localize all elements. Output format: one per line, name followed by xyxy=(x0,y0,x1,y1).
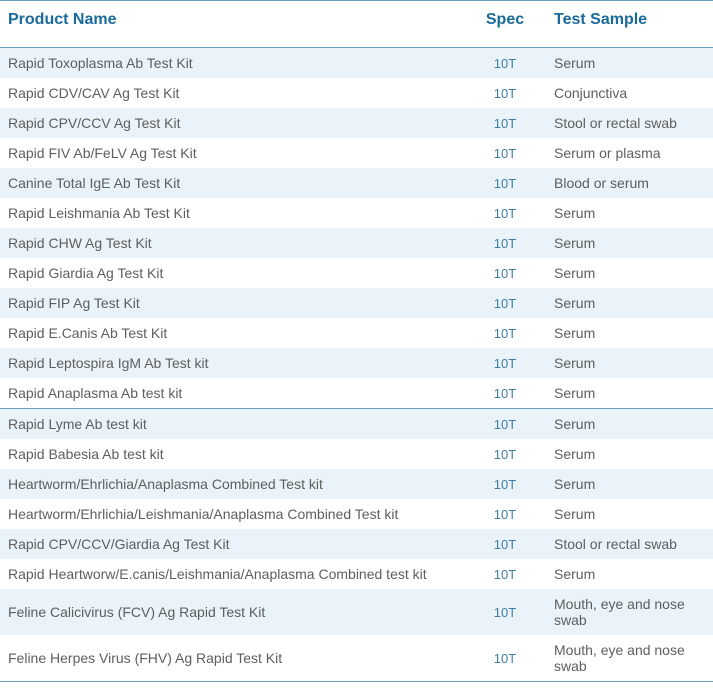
cell-product-name: Heartworm/Ehrlichia/Anaplasma Combined T… xyxy=(0,469,470,499)
table-row: Feline Herpes Virus (FHV) Ag Rapid Test … xyxy=(0,635,713,682)
cell-spec: 10T xyxy=(470,138,540,168)
cell-test-sample: Serum or plasma xyxy=(540,138,713,168)
cell-product-name: Heartworm/Ehrlichia/Leishmania/Anaplasma… xyxy=(0,499,470,529)
cell-test-sample: Serum xyxy=(540,348,713,378)
table-row: Rapid Heartworw/E.canis/Leishmania/Anapl… xyxy=(0,559,713,589)
cell-test-sample: Stool or rectal swab xyxy=(540,108,713,138)
cell-test-sample: Mouth, eye and nose swab xyxy=(540,635,713,682)
cell-test-sample: Blood or serum xyxy=(540,168,713,198)
cell-test-sample: Conjunctiva xyxy=(540,78,713,108)
cell-product-name: Rapid Toxoplasma Ab Test Kit xyxy=(0,48,470,79)
cell-spec: 10T xyxy=(470,348,540,378)
cell-spec: 10T xyxy=(470,318,540,348)
cell-product-name: Rapid FIV Ab/FeLV Ag Test Kit xyxy=(0,138,470,168)
table-row: Rapid Babesia Ab test kit10TSerum xyxy=(0,439,713,469)
table-row: Rapid CHW Ag Test Kit10TSerum xyxy=(0,228,713,258)
cell-spec: 10T xyxy=(470,258,540,288)
table-row: Rapid CDV/CAV Ag Test Kit10TConjunctiva xyxy=(0,78,713,108)
cell-product-name: Rapid E.Canis Ab Test Kit xyxy=(0,318,470,348)
cell-product-name: Rapid Giardia Ag Test Kit xyxy=(0,258,470,288)
cell-product-name: Rapid CPV/CCV Ag Test Kit xyxy=(0,108,470,138)
table-row: Rapid Giardia Ag Test Kit10TSerum xyxy=(0,258,713,288)
cell-spec: 10T xyxy=(470,589,540,635)
cell-test-sample: Serum xyxy=(540,378,713,409)
cell-test-sample: Mouth, eye and nose swab xyxy=(540,589,713,635)
cell-spec: 10T xyxy=(470,559,540,589)
cell-spec: 10T xyxy=(470,529,540,559)
table-row: Rapid Toxoplasma Ab Test Kit10TSerum xyxy=(0,48,713,79)
cell-product-name: Rapid FIP Ag Test Kit xyxy=(0,288,470,318)
table-row: Rapid Lyme Ab test kit10TSerum xyxy=(0,409,713,439)
table-row: Rapid CPV/CCV Ag Test Kit10TStool or rec… xyxy=(0,108,713,138)
cell-test-sample: Serum xyxy=(540,228,713,258)
cell-spec: 10T xyxy=(470,378,540,409)
cell-spec: 10T xyxy=(470,48,540,79)
cell-test-sample: Stool or rectal swab xyxy=(540,529,713,559)
cell-test-sample: Serum xyxy=(540,48,713,79)
header-spec: Spec xyxy=(470,1,540,48)
table-row: Canine Total IgE Ab Test Kit10TBlood or … xyxy=(0,168,713,198)
cell-test-sample: Serum xyxy=(540,469,713,499)
cell-spec: 10T xyxy=(470,635,540,682)
header-product-name: Product Name xyxy=(0,1,470,48)
cell-spec: 10T xyxy=(470,168,540,198)
cell-product-name: Feline Calicivirus (FCV) Ag Rapid Test K… xyxy=(0,589,470,635)
cell-spec: 10T xyxy=(470,499,540,529)
table-row: Heartworm/Ehrlichia/Leishmania/Anaplasma… xyxy=(0,499,713,529)
cell-test-sample: Serum xyxy=(540,559,713,589)
table-row: Rapid Leptospira IgM Ab Test kit10TSerum xyxy=(0,348,713,378)
cell-spec: 10T xyxy=(470,108,540,138)
table-body: Rapid Toxoplasma Ab Test Kit10TSerumRapi… xyxy=(0,48,713,682)
cell-product-name: Feline Herpes Virus (FHV) Ag Rapid Test … xyxy=(0,635,470,682)
cell-product-name: Rapid Heartworw/E.canis/Leishmania/Anapl… xyxy=(0,559,470,589)
table-header-row: Product Name Spec Test Sample xyxy=(0,1,713,48)
cell-test-sample: Serum xyxy=(540,499,713,529)
cell-test-sample: Serum xyxy=(540,288,713,318)
table-row: Rapid FIV Ab/FeLV Ag Test Kit10TSerum or… xyxy=(0,138,713,168)
cell-product-name: Rapid Leishmania Ab Test Kit xyxy=(0,198,470,228)
cell-spec: 10T xyxy=(470,409,540,439)
cell-test-sample: Serum xyxy=(540,198,713,228)
cell-spec: 10T xyxy=(470,78,540,108)
table-row: Rapid CPV/CCV/Giardia Ag Test Kit10TStoo… xyxy=(0,529,713,559)
cell-product-name: Rapid Leptospira IgM Ab Test kit xyxy=(0,348,470,378)
cell-test-sample: Serum xyxy=(540,258,713,288)
cell-spec: 10T xyxy=(470,198,540,228)
cell-product-name: Rapid CDV/CAV Ag Test Kit xyxy=(0,78,470,108)
products-table: Product Name Spec Test Sample Rapid Toxo… xyxy=(0,0,713,682)
table-row: Heartworm/Ehrlichia/Anaplasma Combined T… xyxy=(0,469,713,499)
cell-spec: 10T xyxy=(470,288,540,318)
table-row: Rapid Anaplasma Ab test kit10TSerum xyxy=(0,378,713,409)
cell-product-name: Rapid Anaplasma Ab test kit xyxy=(0,378,470,409)
cell-product-name: Rapid Lyme Ab test kit xyxy=(0,409,470,439)
cell-spec: 10T xyxy=(470,439,540,469)
table-row: Feline Calicivirus (FCV) Ag Rapid Test K… xyxy=(0,589,713,635)
cell-test-sample: Serum xyxy=(540,439,713,469)
cell-product-name: Canine Total IgE Ab Test Kit xyxy=(0,168,470,198)
cell-test-sample: Serum xyxy=(540,409,713,439)
table-row: Rapid FIP Ag Test Kit10TSerum xyxy=(0,288,713,318)
cell-product-name: Rapid CHW Ag Test Kit xyxy=(0,228,470,258)
cell-spec: 10T xyxy=(470,469,540,499)
header-test-sample: Test Sample xyxy=(540,1,713,48)
cell-product-name: Rapid CPV/CCV/Giardia Ag Test Kit xyxy=(0,529,470,559)
table-row: Rapid Leishmania Ab Test Kit10TSerum xyxy=(0,198,713,228)
cell-test-sample: Serum xyxy=(540,318,713,348)
table-row: Rapid E.Canis Ab Test Kit10TSerum xyxy=(0,318,713,348)
cell-product-name: Rapid Babesia Ab test kit xyxy=(0,439,470,469)
cell-spec: 10T xyxy=(470,228,540,258)
